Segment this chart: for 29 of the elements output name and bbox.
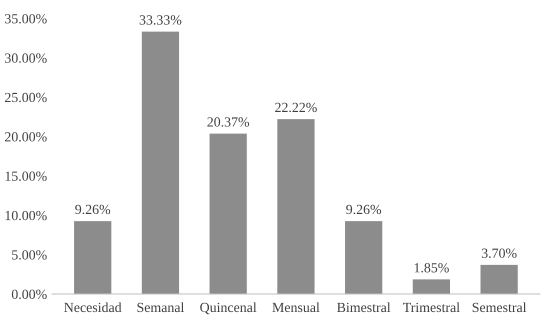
- y-tick-label: 25.00%: [4, 92, 47, 102]
- data-label: 33.33%: [140, 15, 182, 25]
- bar: [210, 134, 247, 294]
- y-tick-label: 5.00%: [12, 250, 47, 260]
- y-tick-label: 10.00%: [6, 210, 47, 220]
- x-tick-label: Quincenal: [200, 302, 256, 314]
- data-label: 9.26%: [346, 204, 382, 214]
- data-label: 3.70%: [482, 248, 517, 258]
- bar: [277, 119, 315, 294]
- x-tick-label: Semanal: [137, 302, 184, 312]
- y-tick-label: 35.00%: [5, 14, 47, 24]
- bar: [412, 279, 450, 294]
- x-tick-label: Trimestral: [402, 302, 460, 312]
- data-label: 1.85%: [414, 263, 449, 273]
- bar: [74, 221, 112, 294]
- y-tick-label: 15.00%: [6, 172, 47, 181]
- y-tick-label: 30.00%: [5, 53, 47, 63]
- x-tick-label: Necesidad: [64, 302, 122, 312]
- y-tick-label: 0.00%: [12, 290, 47, 300]
- bar: [480, 264, 518, 294]
- x-tick-label: Mensual: [272, 302, 320, 312]
- x-tick-label: Semestral: [472, 302, 526, 312]
- y-tick-label: 20.00%: [4, 132, 47, 142]
- bar: [345, 221, 382, 294]
- data-label: 9.26%: [75, 204, 110, 214]
- x-tick-label: Bimestral: [337, 302, 390, 312]
- bar: [142, 32, 180, 294]
- data-label: 22.22%: [275, 102, 317, 112]
- data-label: 20.37%: [207, 117, 250, 127]
